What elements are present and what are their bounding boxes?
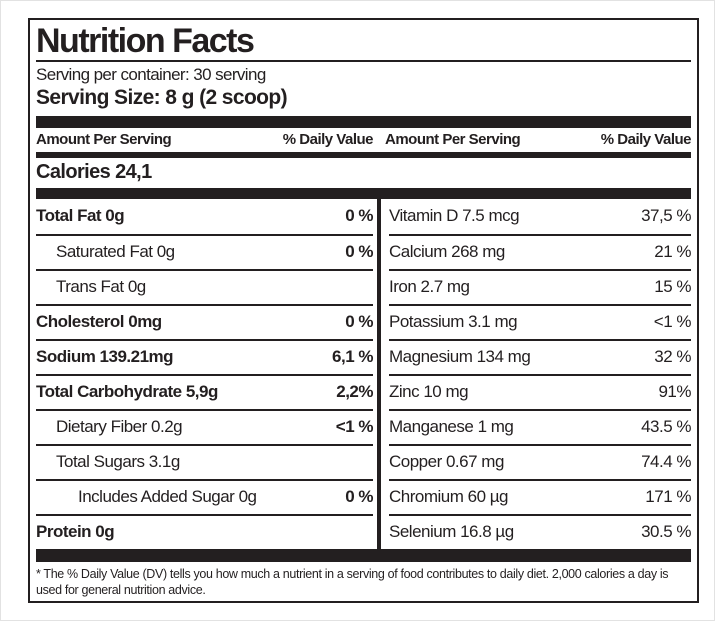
table-row: Saturated Fat 0g 0 % [36, 233, 373, 269]
separator-bar-thick [36, 187, 691, 199]
nutrient-value: 30.5 % [641, 522, 691, 542]
table-row: Vitamin D 7.5 mcg 37,5 % [389, 199, 691, 234]
right-nutrient-column: Vitamin D 7.5 mcg 37,5 % Calcium 268 mg … [381, 199, 692, 549]
nutrient-label: Saturated Fat 0g [56, 242, 175, 262]
table-row: Dietary Fiber 0.2g <1 % [36, 408, 374, 444]
table-row: Manganese 1 mg 43.5 % [389, 408, 691, 444]
table-row: Selenium 16.8 µg 30.5 % [389, 513, 691, 549]
nutrients-table: Total Fat 0g 0 % Saturated Fat 0g 0 % Tr… [36, 198, 692, 549]
nutrient-label: Cholesterol 0mg [36, 312, 162, 332]
nutrient-label: Manganese 1 mg [389, 417, 514, 437]
nutrient-label: Copper 0.67 mg [389, 452, 504, 472]
nutrient-label: Magnesium 134 mg [389, 347, 531, 367]
label-title: Nutrition Facts [36, 22, 255, 60]
nutrient-label: Dietary Fiber 0.2g [56, 417, 183, 437]
table-row: Iron 2.7 mg 15 % [389, 268, 691, 304]
nutrient-value: 0 % [345, 312, 373, 332]
amount-per-serving-header: Amount Per Serving [385, 131, 521, 149]
table-row: Zinc 10 mg 91% [389, 373, 691, 409]
nutrient-value: 32 % [654, 347, 691, 367]
table-row: Calcium 268 mg 21 % [389, 233, 691, 269]
table-row: Total Carbohydrate 5,9g 2,2% [36, 373, 373, 409]
nutrient-value: 171 % [645, 487, 691, 507]
table-row: Copper 0.67 mg 74.4 % [389, 443, 691, 479]
separator-bar-medium [36, 151, 691, 158]
nutrient-label: Total Sugars 3.1g [56, 452, 180, 472]
table-row: Trans Fat 0g [36, 268, 373, 304]
amount-per-serving-header: Amount Per Serving [36, 131, 172, 149]
daily-value-footnote: * The % Daily Value (DV) tells you how m… [36, 566, 669, 597]
table-row: Total Fat 0g 0 % [36, 199, 373, 234]
serving-size: Serving Size: 8 g (2 scoop) [36, 86, 288, 110]
nutrient-label: Trans Fat 0g [56, 277, 146, 297]
nutrient-value: <1 % [653, 312, 692, 332]
table-row: Includes Added Sugar 0g 0 % [36, 478, 373, 514]
nutrient-label: Calcium 268 mg [389, 242, 505, 262]
nutrient-value: 91% [658, 382, 691, 402]
nutrient-label: Vitamin D 7.5 mcg [389, 206, 520, 226]
right-column-header: Amount Per Serving % Daily Value [377, 128, 692, 152]
nutrient-value: 0 % [345, 206, 373, 226]
separator-bar-thick [36, 115, 691, 128]
nutrition-facts-label: Nutrition Facts Serving per container: 3… [28, 18, 699, 603]
daily-value-header: % Daily Value [282, 131, 374, 149]
serving-per-container: Serving per container: 30 serving [36, 65, 266, 84]
daily-value-header: % Daily Value [600, 131, 692, 149]
table-row: Potassium 3.1 mg <1 % [389, 303, 692, 339]
nutrient-value: 74.4 % [641, 452, 691, 472]
nutrient-label: Total Fat 0g [36, 206, 125, 226]
nutrient-value: 37,5 % [641, 206, 691, 226]
separator-bar-thick [36, 548, 691, 562]
nutrient-label: Chromium 60 µg [389, 487, 509, 507]
nutrient-label: Protein 0g [36, 522, 115, 542]
left-column-header: Amount Per Serving % Daily Value [36, 128, 377, 152]
nutrient-value: 6,1 % [332, 347, 373, 367]
table-row: Chromium 60 µg 171 % [389, 478, 691, 514]
table-row: Total Sugars 3.1g [36, 443, 373, 479]
calories-value: Calories 24,1 [36, 161, 152, 184]
nutrient-label: Potassium 3.1 mg [389, 312, 518, 332]
nutrient-label: Zinc 10 mg [389, 382, 469, 402]
table-row: Magnesium 134 mg 32 % [389, 338, 691, 374]
column-divider [377, 198, 381, 549]
nutrient-label: Iron 2.7 mg [389, 277, 470, 297]
nutrient-label: Selenium 16.8 µg [389, 522, 514, 542]
nutrient-label: Includes Added Sugar 0g [78, 487, 257, 507]
nutrient-value: 0 % [345, 487, 373, 507]
nutrient-value: <1 % [335, 417, 374, 437]
table-row: Sodium 139.21mg 6,1 % [36, 338, 373, 374]
calories-row: Calories 24,1 [36, 158, 691, 188]
title-underline [36, 60, 691, 62]
nutrient-value: 0 % [345, 242, 373, 262]
nutrient-label: Sodium 139.21mg [36, 347, 174, 367]
table-row: Cholesterol 0mg 0 % [36, 303, 373, 339]
table-row: Protein 0g [36, 513, 373, 549]
nutrient-value: 2,2% [336, 382, 373, 402]
nutrient-value: 15 % [654, 277, 691, 297]
nutrient-value: 43.5 % [641, 417, 691, 437]
left-nutrient-column: Total Fat 0g 0 % Saturated Fat 0g 0 % Tr… [36, 199, 377, 549]
column-headers: Amount Per Serving % Daily Value Amount … [36, 128, 692, 152]
nutrient-label: Total Carbohydrate 5,9g [36, 382, 218, 402]
nutrient-value: 21 % [654, 242, 691, 262]
